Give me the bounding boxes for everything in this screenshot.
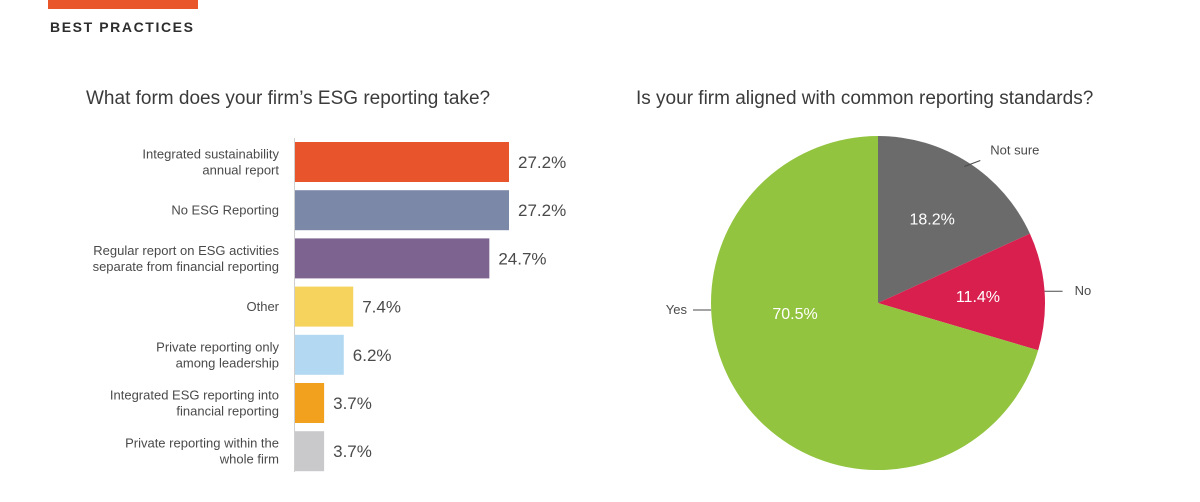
bar — [295, 286, 354, 327]
pie-slice — [711, 136, 1039, 471]
bar-category-label: Regular report on ESG activities separate… — [93, 243, 280, 274]
header-accent-bar — [48, 0, 198, 9]
pie-slice — [878, 136, 1030, 303]
bar-category-label: Private reporting within the whole firm — [125, 436, 279, 467]
pie-leader-line — [964, 160, 981, 167]
bar — [295, 142, 509, 182]
bar-value-label: 3.7% — [333, 394, 372, 413]
bar-chart-title: What form does your firm’s ESG reporting… — [86, 88, 491, 109]
bar — [295, 431, 325, 472]
bar-value-label: 3.7% — [333, 442, 372, 461]
bar-category-label: Other — [246, 299, 279, 314]
bar-category-label: Integrated ESG reporting into financial r… — [110, 388, 279, 419]
bar-category-label: Private reporting only among leadership — [156, 339, 279, 370]
pie-category-label: Not sure — [990, 143, 1039, 158]
bar — [295, 190, 509, 231]
pie-value-label: 18.2% — [909, 212, 954, 229]
pie-value-label: 11.4% — [956, 289, 1000, 306]
pie-value-label: 70.5% — [772, 306, 817, 323]
bar-value-label: 7.4% — [362, 298, 401, 317]
bar-value-label: 6.2% — [353, 346, 392, 365]
bar — [295, 383, 325, 423]
pie-category-label: Yes — [666, 302, 688, 317]
bar — [295, 334, 344, 375]
pie-chart-title: Is your firm aligned with common reporti… — [636, 88, 1094, 109]
bar — [295, 238, 490, 279]
section-label: BEST PRACTICES — [50, 19, 195, 35]
bar-category-label: Integrated sustainability annual report — [142, 147, 279, 178]
pie-category-label: No — [1075, 283, 1092, 298]
bar-value-label: 27.2% — [518, 201, 566, 220]
bar-category-label: No ESG Reporting — [171, 203, 279, 218]
bar-value-label: 27.2% — [518, 153, 566, 172]
pie-slice — [878, 233, 1045, 351]
bar-value-label: 24.7% — [498, 249, 546, 268]
